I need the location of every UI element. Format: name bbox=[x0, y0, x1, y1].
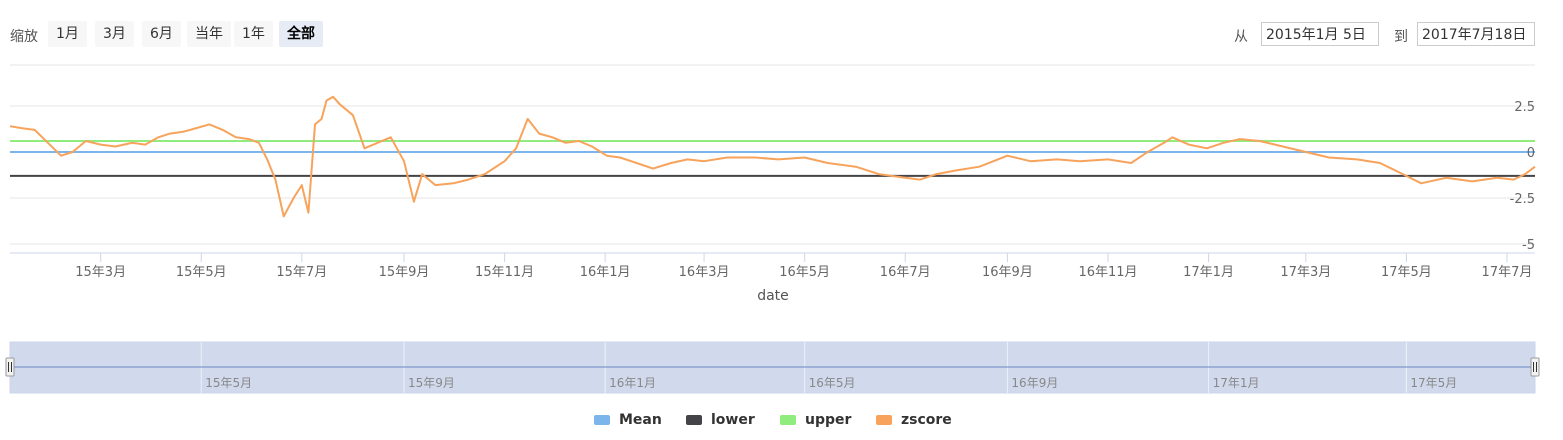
x-tick-label: 16年5月 bbox=[779, 265, 830, 280]
to-date-input[interactable] bbox=[1417, 22, 1535, 46]
legend-swatch bbox=[686, 415, 702, 425]
legend-label: upper bbox=[805, 412, 852, 428]
zoom-label: 缩放 bbox=[10, 29, 38, 45]
legend-item-lower[interactable]: lower bbox=[686, 412, 755, 428]
y-tick-label: 2.5 bbox=[1514, 100, 1535, 115]
navigator-left-handle[interactable] bbox=[5, 357, 15, 377]
x-tick-label: 17年5月 bbox=[1381, 265, 1432, 280]
legend-label: zscore bbox=[901, 412, 952, 428]
y-tick-label: -5 bbox=[1522, 238, 1535, 253]
y-tick-label: -2.5 bbox=[1510, 192, 1535, 207]
x-tick-label: 15年9月 bbox=[379, 265, 430, 280]
legend-swatch bbox=[780, 415, 796, 425]
navigator-tick-label: 16年9月 bbox=[1011, 376, 1058, 390]
x-tick-label: 15年5月 bbox=[176, 265, 227, 280]
x-tick-label: 16年9月 bbox=[982, 265, 1033, 280]
legend-label: Mean bbox=[619, 412, 662, 428]
line-chart: 2.5 0 -2.5 -5 15年3月 15年5月 15年7月 15年9月 15年11月 16年… bbox=[5, 64, 1540, 394]
x-tick-label: 17年3月 bbox=[1280, 265, 1331, 280]
navigator-tick-label: 16年1月 bbox=[609, 376, 656, 390]
zoom-1y-button[interactable]: 1年 bbox=[234, 21, 273, 47]
legend-item-mean[interactable]: Mean bbox=[594, 412, 662, 428]
navigator-tick-label: 15年5月 bbox=[205, 376, 252, 390]
x-axis: 15年3月 15年5月 15年7月 15年9月 15年11月 16年1月 16年3月 16年5… bbox=[75, 253, 1532, 280]
zoom-6m-button[interactable]: 6月 bbox=[142, 21, 181, 47]
zoom-3m-button[interactable]: 3月 bbox=[95, 21, 134, 47]
zoom-1m-button[interactable]: 1月 bbox=[48, 21, 87, 47]
x-tick-label: 15年3月 bbox=[75, 265, 126, 280]
legend-label: lower bbox=[711, 412, 755, 428]
y-axis: 2.5 0 -2.5 -5 bbox=[1510, 100, 1535, 253]
series-layer bbox=[9, 95, 1536, 218]
legend: Mean lower upper zscore bbox=[0, 412, 1563, 434]
navigator[interactable]: 15年5月 15年9月 16年1月 16年5月 16年9月 17年1月 17年5月 bbox=[5, 341, 1540, 394]
x-tick-label: 16年3月 bbox=[679, 265, 730, 280]
navigator-tick-label: 15年9月 bbox=[408, 376, 455, 390]
legend-swatch bbox=[876, 415, 892, 425]
x-tick-label: 15年11月 bbox=[475, 265, 534, 280]
zoom-all-button[interactable]: 全部 bbox=[279, 21, 323, 47]
navigator-tick-label: 16年5月 bbox=[809, 376, 856, 390]
to-label: 到 bbox=[1394, 29, 1408, 45]
y-tick-label: 0 bbox=[1527, 146, 1535, 161]
legend-swatch bbox=[594, 415, 610, 425]
legend-item-zscore[interactable]: zscore bbox=[876, 412, 952, 428]
navigator-right-handle[interactable] bbox=[1530, 357, 1540, 377]
x-tick-label: 16年11月 bbox=[1078, 265, 1137, 280]
x-axis-title: date bbox=[757, 288, 789, 304]
from-label: 从 bbox=[1234, 29, 1248, 45]
x-tick-label: 17年7月 bbox=[1482, 265, 1533, 280]
series-line-zscore bbox=[9, 95, 1536, 218]
x-tick-label: 15年7月 bbox=[276, 265, 327, 280]
from-date-input[interactable] bbox=[1261, 22, 1379, 46]
navigator-tick-label: 17年1月 bbox=[1213, 376, 1260, 390]
x-tick-label: 16年7月 bbox=[880, 265, 931, 280]
navigator-tick-label: 17年5月 bbox=[1410, 376, 1457, 390]
legend-item-upper[interactable]: upper bbox=[780, 412, 851, 428]
x-tick-label: 16年1月 bbox=[580, 265, 631, 280]
zoom-ytd-button[interactable]: 当年 bbox=[187, 21, 231, 47]
range-selector: 缩放 1月 3月 6月 当年 1年 全部 从 到 bbox=[0, 0, 1563, 60]
x-tick-label: 17年1月 bbox=[1183, 265, 1234, 280]
